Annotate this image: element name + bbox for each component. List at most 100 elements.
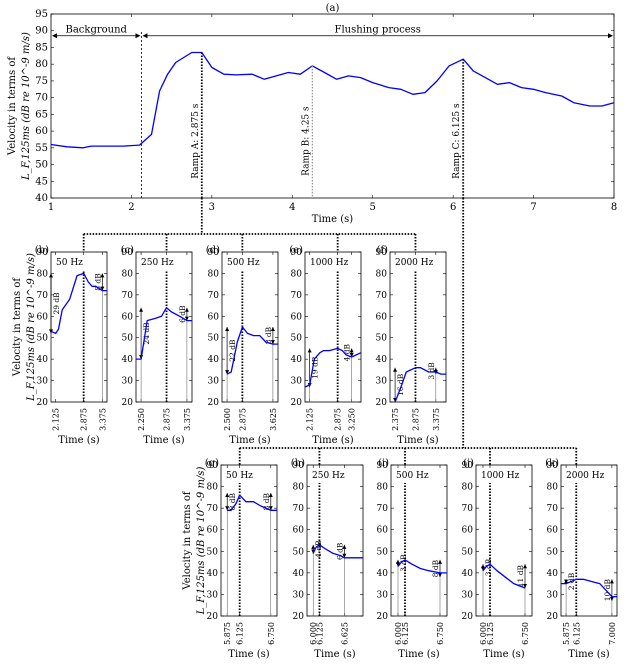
- delta-arrowhead-up-h: [342, 544, 347, 549]
- xlabel-d: Time (s): [229, 435, 270, 446]
- xlabel-j: Time (s): [483, 649, 524, 660]
- xtick-label-f: 2.875: [411, 408, 420, 431]
- xtick-label-e: 3.250: [348, 408, 357, 431]
- delta-arrowhead-down-c: [184, 316, 189, 321]
- data-point-a: [223, 73, 225, 75]
- data-point-d: [226, 373, 228, 375]
- ytick-label-d: 20: [208, 398, 220, 408]
- data-point-e: [304, 386, 306, 388]
- data-point-d: [277, 343, 279, 345]
- data-point-a: [175, 62, 177, 63]
- data-point-f: [405, 371, 407, 373]
- data-point-k: [611, 596, 613, 597]
- data-point-j: [513, 583, 515, 585]
- data-point-c: [166, 307, 167, 309]
- delta-label-b: 8 dB: [93, 273, 102, 291]
- data-point-a: [589, 105, 591, 107]
- data-point-k: [583, 578, 584, 580]
- ytick-label-c: 40: [122, 355, 134, 365]
- delta-label-i: 8 dB: [431, 559, 440, 577]
- data-point-a: [400, 88, 402, 90]
- data-point-j: [482, 570, 484, 572]
- ytick-label-i: 70: [377, 504, 389, 514]
- panel-title-k: 2000 Hz: [566, 471, 605, 481]
- data-point-g: [226, 509, 228, 511]
- ytick-label-d: 60: [208, 312, 220, 322]
- ytick-label-k: 60: [547, 526, 559, 536]
- xtick-label-c: 3.375: [183, 408, 192, 431]
- flushing-label: Flushing process: [335, 25, 421, 36]
- delta-label-h: 6 dB: [335, 542, 344, 560]
- data-point-c: [179, 315, 181, 317]
- xtick-label-j: 6.125: [486, 622, 495, 645]
- data-point-j: [505, 576, 506, 578]
- data-point-k: [575, 578, 577, 580]
- data-point-d: [236, 341, 238, 343]
- ytick-label-i: 30: [377, 590, 389, 600]
- panel-title-c: 250 Hz: [141, 258, 174, 268]
- delta-arrowhead-down-e: [349, 353, 354, 357]
- xlabel-a: Time (s): [312, 214, 353, 225]
- ytick-label-g: 60: [207, 526, 219, 536]
- delta-arrowhead-up-d: [270, 327, 275, 331]
- ytick-label-d: 70: [208, 291, 220, 301]
- ytick-label-f: 60: [376, 312, 388, 322]
- data-point-a: [251, 73, 253, 75]
- ytick-label-b: 40: [37, 355, 49, 365]
- ytick-label-a: 60: [35, 126, 48, 137]
- xlabel-c: Time (s): [143, 435, 184, 446]
- data-point-a: [484, 77, 486, 78]
- connectors: [82, 198, 578, 465]
- delta-arrowhead-down-i: [396, 562, 400, 567]
- data-point-a: [561, 95, 563, 97]
- ylabel-b-line2: L_F,125ms (dB re 10^-9 m/s): [26, 253, 37, 402]
- data-point-d: [272, 343, 274, 345]
- series-line-i: [397, 559, 447, 574]
- data-point-g: [270, 509, 272, 511]
- plot-frame-f: [389, 251, 447, 403]
- xtick-label-b: 3.375: [98, 408, 107, 431]
- data-point-f: [399, 388, 401, 390]
- panel-label-h: (h): [291, 458, 305, 469]
- data-point-e: [313, 358, 315, 360]
- data-point-h: [319, 544, 320, 546]
- data-point-d: [259, 335, 261, 336]
- ytick-label-j: 40: [462, 569, 474, 579]
- ytick-label-e: 40: [291, 355, 303, 365]
- delta-label-e: 4 dB: [343, 343, 352, 361]
- ytick-label-b: 90: [37, 248, 49, 258]
- data-point-j: [489, 563, 491, 565]
- ylabel-b: Velocity in terms of L_F,125ms (dB re 10^…: [12, 253, 37, 402]
- data-point-a: [521, 87, 522, 88]
- delta-label-c: 24 dB: [142, 322, 151, 345]
- xtick-label-b: 2.125: [52, 408, 61, 431]
- data-point-g: [239, 494, 241, 496]
- delta-arrowhead-down-g: [225, 506, 230, 511]
- data-point-i: [420, 568, 421, 569]
- data-point-b: [76, 275, 78, 276]
- panel-label-g: (g): [205, 458, 219, 469]
- ytick-label-j: 80: [462, 483, 474, 493]
- delta-label-c: 6 dB: [178, 305, 187, 323]
- plot-frame-i: [390, 464, 448, 617]
- ytick-label-g: 70: [207, 504, 219, 514]
- data-point-k: [599, 583, 601, 585]
- data-point-a: [50, 144, 52, 145]
- ylabel-g: Velocity in terms of L_F,125ms (dB re 10^…: [182, 467, 207, 616]
- ytick-label-a: 80: [35, 59, 48, 70]
- data-point-a: [275, 75, 277, 77]
- plot-frame-d: [221, 251, 279, 403]
- data-point-g: [235, 503, 237, 505]
- delta-arrowhead-down-j: [481, 566, 485, 571]
- delta-arrowhead-up-d: [225, 327, 230, 331]
- panel-label-c: (c): [121, 245, 135, 256]
- data-point-d: [265, 341, 267, 343]
- ytick-label-d: 90: [208, 248, 220, 258]
- ytick-label-e: 60: [291, 312, 303, 322]
- data-point-c: [135, 358, 137, 360]
- data-point-a: [191, 52, 193, 53]
- data-point-e: [309, 384, 311, 386]
- data-point-a: [299, 73, 301, 75]
- data-point-j: [524, 587, 526, 589]
